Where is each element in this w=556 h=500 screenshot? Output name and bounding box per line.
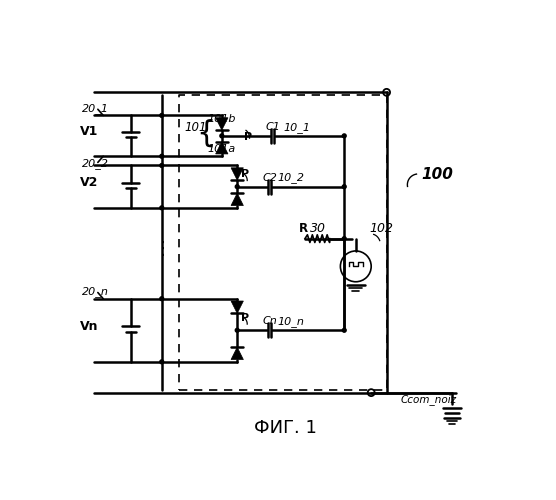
Circle shape (160, 114, 163, 117)
Text: 10_2: 10_2 (277, 172, 304, 184)
Polygon shape (231, 347, 244, 360)
Text: P: P (244, 132, 252, 142)
Text: 10_1: 10_1 (284, 122, 310, 132)
Text: 10_n: 10_n (277, 316, 304, 327)
Polygon shape (231, 168, 244, 180)
Circle shape (342, 236, 346, 240)
Circle shape (342, 184, 346, 188)
Circle shape (235, 184, 239, 188)
Circle shape (342, 328, 346, 332)
Text: 101a: 101a (207, 144, 235, 154)
Circle shape (160, 154, 163, 158)
Text: Ccom_noiz: Ccom_noiz (400, 394, 456, 405)
Circle shape (220, 134, 224, 138)
Text: R: R (299, 222, 308, 235)
Text: ⋮: ⋮ (155, 240, 172, 258)
Text: 102: 102 (370, 222, 394, 235)
Polygon shape (216, 142, 228, 154)
Text: V2: V2 (80, 176, 98, 190)
Circle shape (342, 134, 346, 138)
Circle shape (160, 297, 163, 300)
Text: C2: C2 (262, 172, 277, 182)
Text: Vn: Vn (80, 320, 98, 333)
Text: 20_1: 20_1 (82, 103, 108, 114)
Text: C1: C1 (266, 122, 281, 132)
Text: 20_2: 20_2 (82, 158, 108, 168)
Text: P: P (241, 313, 249, 323)
Circle shape (160, 164, 163, 168)
Text: 100: 100 (421, 168, 453, 182)
Text: Cn: Cn (262, 316, 277, 326)
Text: 30: 30 (310, 222, 326, 235)
Text: ФИГ. 1: ФИГ. 1 (254, 419, 316, 437)
Text: {: { (196, 118, 216, 148)
Polygon shape (231, 193, 244, 205)
Text: 101b: 101b (207, 114, 236, 124)
Polygon shape (216, 118, 228, 130)
Text: P: P (241, 170, 249, 179)
Circle shape (160, 360, 163, 364)
Text: 101: 101 (184, 121, 207, 134)
Polygon shape (231, 301, 244, 314)
Circle shape (235, 328, 239, 332)
Text: 20_n: 20_n (82, 286, 108, 297)
Circle shape (160, 206, 163, 210)
Text: V1: V1 (80, 126, 98, 138)
